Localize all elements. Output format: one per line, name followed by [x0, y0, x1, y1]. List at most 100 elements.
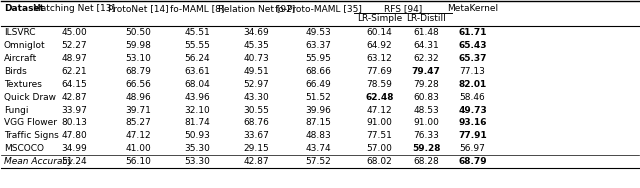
Text: 62.32: 62.32	[413, 54, 439, 63]
Text: RFS [94]: RFS [94]	[383, 4, 422, 13]
Text: ProtoNet [14]: ProtoNet [14]	[108, 4, 168, 13]
Text: Traffic Signs: Traffic Signs	[4, 131, 59, 140]
Text: 56.24: 56.24	[184, 54, 210, 63]
Text: 60.83: 60.83	[413, 93, 439, 102]
Text: Matching Net [13]: Matching Net [13]	[33, 4, 115, 13]
Text: 40.73: 40.73	[243, 54, 269, 63]
Text: Omniglot: Omniglot	[4, 41, 45, 50]
Text: 68.79: 68.79	[125, 67, 151, 76]
Text: 62.21: 62.21	[61, 67, 87, 76]
Text: 41.00: 41.00	[125, 144, 151, 153]
Text: Fungi: Fungi	[4, 106, 28, 115]
Text: 43.74: 43.74	[305, 144, 331, 153]
Text: 33.67: 33.67	[243, 131, 269, 140]
Text: 39.96: 39.96	[305, 106, 331, 115]
Text: 68.02: 68.02	[367, 157, 392, 166]
Text: 93.16: 93.16	[458, 118, 487, 127]
Text: 29.15: 29.15	[243, 144, 269, 153]
Text: 50.93: 50.93	[184, 131, 211, 140]
Text: MetaKernel: MetaKernel	[447, 4, 498, 13]
Text: 77.69: 77.69	[367, 67, 392, 76]
Text: 35.30: 35.30	[184, 144, 211, 153]
Text: 47.12: 47.12	[125, 131, 151, 140]
Text: 47.12: 47.12	[367, 106, 392, 115]
Text: 33.97: 33.97	[61, 106, 87, 115]
Text: 53.30: 53.30	[184, 157, 211, 166]
Text: 68.04: 68.04	[184, 80, 211, 89]
Text: 52.27: 52.27	[61, 41, 87, 50]
Text: 91.00: 91.00	[413, 118, 439, 127]
Text: Textures: Textures	[4, 80, 42, 89]
Text: 56.97: 56.97	[460, 144, 486, 153]
Text: ILSVRC: ILSVRC	[4, 28, 35, 37]
Text: 68.76: 68.76	[243, 118, 269, 127]
Text: 43.96: 43.96	[184, 93, 211, 102]
Text: 82.01: 82.01	[458, 80, 487, 89]
Text: 47.80: 47.80	[61, 131, 87, 140]
Text: LR-Distill: LR-Distill	[406, 14, 446, 23]
Text: 85.27: 85.27	[125, 118, 151, 127]
Text: 49.53: 49.53	[305, 28, 331, 37]
Text: VGG Flower: VGG Flower	[4, 118, 57, 127]
Text: 52.97: 52.97	[243, 80, 269, 89]
Text: 45.35: 45.35	[243, 41, 269, 50]
Text: 68.28: 68.28	[413, 157, 439, 166]
Text: 68.66: 68.66	[305, 67, 331, 76]
Text: 51.24: 51.24	[61, 157, 87, 166]
Text: Birds: Birds	[4, 67, 27, 76]
Text: 64.31: 64.31	[413, 41, 439, 50]
Text: 58.46: 58.46	[460, 93, 486, 102]
Text: 64.15: 64.15	[61, 80, 87, 89]
Text: 56.10: 56.10	[125, 157, 151, 166]
Text: 43.30: 43.30	[243, 93, 269, 102]
Text: fo-Proto-MAML [35]: fo-Proto-MAML [35]	[275, 4, 362, 13]
Text: 42.87: 42.87	[243, 157, 269, 166]
Text: 34.99: 34.99	[61, 144, 87, 153]
Text: 68.79: 68.79	[458, 157, 487, 166]
Text: 66.49: 66.49	[305, 80, 331, 89]
Text: 57.52: 57.52	[305, 157, 331, 166]
Text: fo-MAML [8]: fo-MAML [8]	[170, 4, 225, 13]
Text: 63.37: 63.37	[305, 41, 331, 50]
Text: 51.52: 51.52	[305, 93, 331, 102]
Text: 77.13: 77.13	[460, 67, 486, 76]
Text: 62.48: 62.48	[365, 93, 394, 102]
Text: 76.33: 76.33	[413, 131, 439, 140]
Text: Relation Net [92]: Relation Net [92]	[218, 4, 295, 13]
Text: 61.71: 61.71	[458, 28, 487, 37]
Text: 66.56: 66.56	[125, 80, 151, 89]
Text: 77.51: 77.51	[367, 131, 392, 140]
Text: 79.28: 79.28	[413, 80, 439, 89]
Text: 80.13: 80.13	[61, 118, 87, 127]
Text: 65.37: 65.37	[458, 54, 487, 63]
Text: 39.71: 39.71	[125, 106, 151, 115]
Text: 48.96: 48.96	[125, 93, 151, 102]
Text: 87.15: 87.15	[305, 118, 331, 127]
Text: 42.87: 42.87	[61, 93, 87, 102]
Text: 59.28: 59.28	[412, 144, 440, 153]
Text: 49.51: 49.51	[243, 67, 269, 76]
Text: 61.48: 61.48	[413, 28, 439, 37]
Text: Dataset: Dataset	[4, 4, 44, 13]
Text: 59.98: 59.98	[125, 41, 151, 50]
Text: 77.91: 77.91	[458, 131, 487, 140]
Text: 32.10: 32.10	[184, 106, 211, 115]
Text: 78.59: 78.59	[367, 80, 392, 89]
Text: 64.92: 64.92	[367, 41, 392, 50]
Text: 79.47: 79.47	[412, 67, 440, 76]
Text: 63.61: 63.61	[184, 67, 211, 76]
Text: Aircraft: Aircraft	[4, 54, 37, 63]
Text: 60.14: 60.14	[367, 28, 392, 37]
Text: 49.73: 49.73	[458, 106, 487, 115]
Text: 45.51: 45.51	[184, 28, 211, 37]
Text: 48.83: 48.83	[305, 131, 331, 140]
Text: MSCOCO: MSCOCO	[4, 144, 44, 153]
Text: LR-Simple: LR-Simple	[356, 14, 402, 23]
Text: 48.53: 48.53	[413, 106, 439, 115]
Text: 45.00: 45.00	[61, 28, 87, 37]
Text: 63.12: 63.12	[367, 54, 392, 63]
Text: Quick Draw: Quick Draw	[4, 93, 56, 102]
Text: 55.95: 55.95	[305, 54, 331, 63]
Text: 30.55: 30.55	[243, 106, 269, 115]
Text: 65.43: 65.43	[458, 41, 487, 50]
